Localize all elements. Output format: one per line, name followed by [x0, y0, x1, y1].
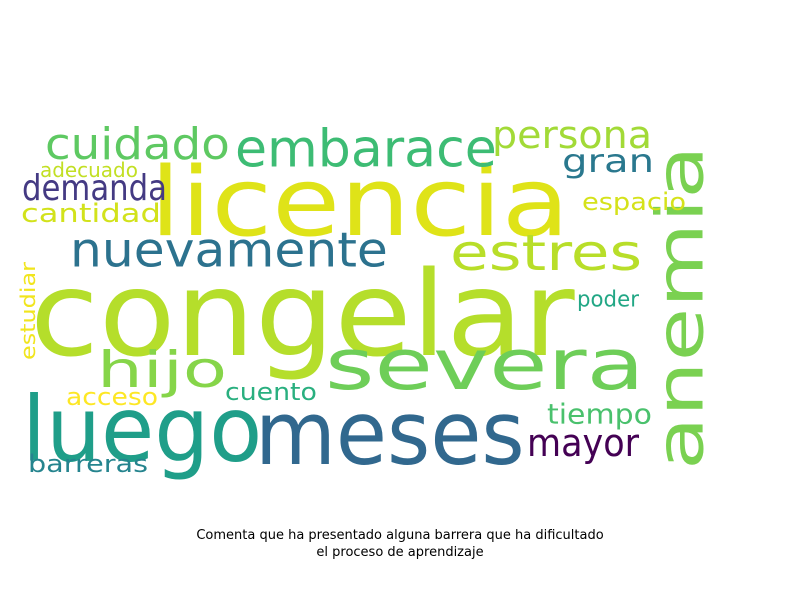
word-cuento: cuento — [225, 377, 317, 406]
word-luego: luego — [22, 376, 263, 483]
word-espacio: espacio — [582, 187, 687, 216]
word-gran: gran — [562, 142, 655, 180]
caption-line-1: Comenta que ha presentado alguna barrera… — [196, 528, 604, 543]
word-demanda: demanda — [22, 166, 167, 209]
word-adecuado: adecuado — [40, 158, 138, 182]
word-severa: severa — [325, 323, 645, 406]
word-embarace: embarace — [235, 118, 497, 180]
word-barreras: barreras — [28, 449, 149, 478]
word-poder: poder — [577, 286, 639, 312]
word-tiempo: tiempo — [547, 397, 652, 431]
word-acceso: acceso — [66, 382, 159, 411]
word-cantidad: cantidad — [21, 197, 161, 229]
word-congelar: congelar — [30, 245, 575, 384]
word-meses: meses — [255, 382, 525, 486]
word-persona: persona — [492, 112, 653, 158]
word-nuevamente: nuevamente — [70, 221, 388, 278]
word-estres: estres — [450, 223, 643, 282]
caption-line-2: el proceso de aprendizaje — [316, 545, 484, 560]
word-mayor: mayor — [527, 420, 640, 466]
word-estudiar: estudiar — [16, 262, 40, 360]
word-cuidado: cuidado — [45, 118, 230, 170]
word-hijo: hijo — [97, 340, 228, 399]
word-licencia: licencia — [150, 146, 570, 258]
